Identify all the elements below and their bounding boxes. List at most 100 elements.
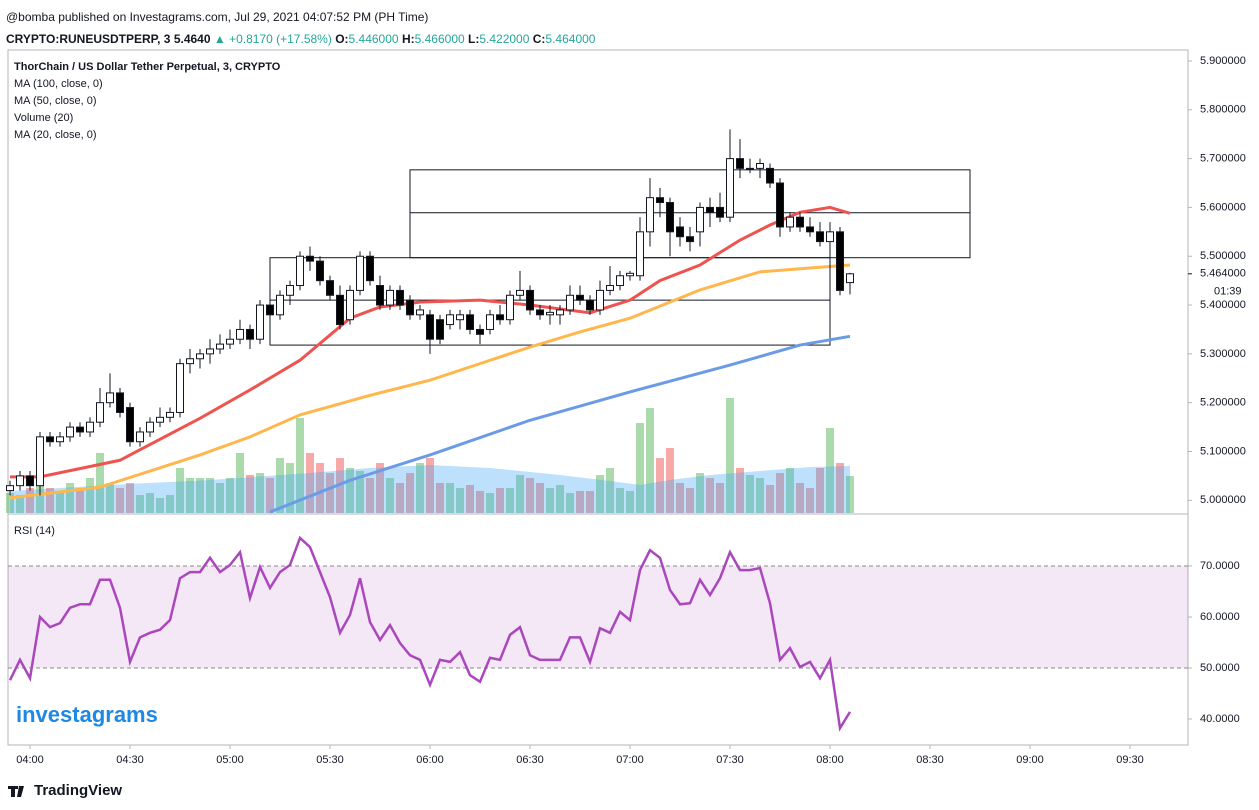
candle-body [26, 475, 34, 487]
candle-body [636, 231, 644, 277]
candle-body [556, 309, 564, 316]
volume-bar [556, 485, 564, 513]
volume-bar [226, 478, 234, 513]
moving-average [10, 205, 851, 479]
x-tick-label: 08:00 [816, 754, 844, 766]
volume-bar [596, 475, 604, 513]
volume-bar [16, 495, 24, 513]
volume-bar [526, 478, 534, 513]
volume-bar [706, 478, 714, 513]
volume-bar [386, 478, 394, 513]
volume-bar [276, 458, 284, 513]
candle-body [486, 314, 494, 330]
volume-bar [256, 473, 264, 513]
y-tick-label: 50.0000 [1200, 662, 1240, 674]
volume-bar [136, 495, 144, 513]
candle-body [776, 182, 784, 228]
volume-bar [416, 463, 424, 513]
volume-bar [476, 491, 484, 513]
volume-bar [146, 493, 154, 513]
candle-body [86, 421, 94, 433]
candle-body [766, 167, 774, 184]
o-value: 5.446000 [348, 32, 399, 46]
volume-bar [446, 483, 454, 513]
candle-body [316, 260, 324, 282]
candle-body [526, 289, 534, 311]
header: @bomba published on Investagrams.com, Ju… [6, 6, 595, 50]
x-tick-label: 05:30 [316, 754, 344, 766]
volume-bar [246, 475, 254, 513]
volume-bar [716, 483, 724, 513]
x-tick-label: 04:30 [116, 754, 144, 766]
y-tick-label: 5.700000 [1200, 153, 1246, 165]
candle-body [96, 402, 104, 423]
range-box [409, 169, 971, 259]
volume-bar [26, 488, 34, 513]
volume-bar [36, 483, 44, 513]
candle-body [256, 304, 264, 340]
x-tick-label: 09:00 [1016, 754, 1044, 766]
symbol: CRYPTO:RUNEUSDTPERP, 3 [6, 32, 171, 46]
volume-bar [776, 473, 784, 513]
moving-average [269, 334, 851, 514]
legend-ma100: MA (100, close, 0) [14, 78, 103, 90]
h-value: 5.466000 [414, 32, 465, 46]
y-tick-label: 5.800000 [1200, 104, 1246, 116]
candle-body [326, 280, 334, 296]
candle-body [76, 426, 84, 433]
x-tick-label: 06:00 [416, 754, 444, 766]
y-tick-label: 5.600000 [1200, 201, 1246, 213]
volume-bar [66, 483, 74, 513]
volume-bar [216, 483, 224, 513]
countdown: 01:39 [1214, 286, 1242, 298]
h-label: H: [401, 32, 415, 46]
candle-body [756, 162, 764, 169]
candle-body [686, 236, 694, 243]
candle-body [226, 338, 234, 345]
volume-bar [626, 491, 634, 513]
x-tick-label: 08:30 [916, 754, 944, 766]
volume-bar [6, 493, 14, 513]
candle-body [146, 421, 154, 433]
y-tick-label: 5.300000 [1200, 348, 1246, 360]
volume-bar [466, 485, 474, 513]
candle-body [786, 216, 794, 228]
volume-bar [676, 483, 684, 513]
candle-body [176, 363, 184, 413]
candle-body [576, 294, 584, 301]
volume-bar [456, 488, 464, 513]
candle-body [46, 436, 54, 443]
volume-bar [156, 498, 164, 513]
volume-bar [536, 483, 544, 513]
volume-bar [396, 483, 404, 513]
change: ▲ +0.8170 (+17.58%) [213, 32, 332, 46]
volume-bar [746, 475, 754, 513]
footer: TradingView [34, 782, 122, 799]
y-tick-label: 5.000000 [1200, 494, 1246, 506]
volume-bar [166, 495, 174, 513]
candle-body [376, 285, 384, 306]
volume-bar [316, 463, 324, 513]
candle-body [126, 407, 134, 443]
candle-body [406, 299, 414, 316]
y-tick-label: 5.400000 [1200, 299, 1246, 311]
volume-bar [266, 478, 274, 513]
candle-body [196, 353, 204, 360]
candle-body [666, 202, 674, 233]
candle-body [336, 294, 344, 326]
o-label: O: [335, 32, 349, 46]
volume-bar [616, 488, 624, 513]
candle-body [646, 197, 654, 233]
candle-body [36, 436, 44, 487]
x-tick-label: 09:30 [1116, 754, 1144, 766]
rsi-band [8, 565, 1188, 668]
volume-bar [426, 458, 434, 513]
candle-body [396, 289, 404, 306]
volume-bar [186, 478, 194, 513]
candle-body [726, 158, 734, 218]
volume-bar [436, 483, 444, 513]
volume-bar [116, 488, 124, 513]
candle-body [166, 411, 174, 418]
